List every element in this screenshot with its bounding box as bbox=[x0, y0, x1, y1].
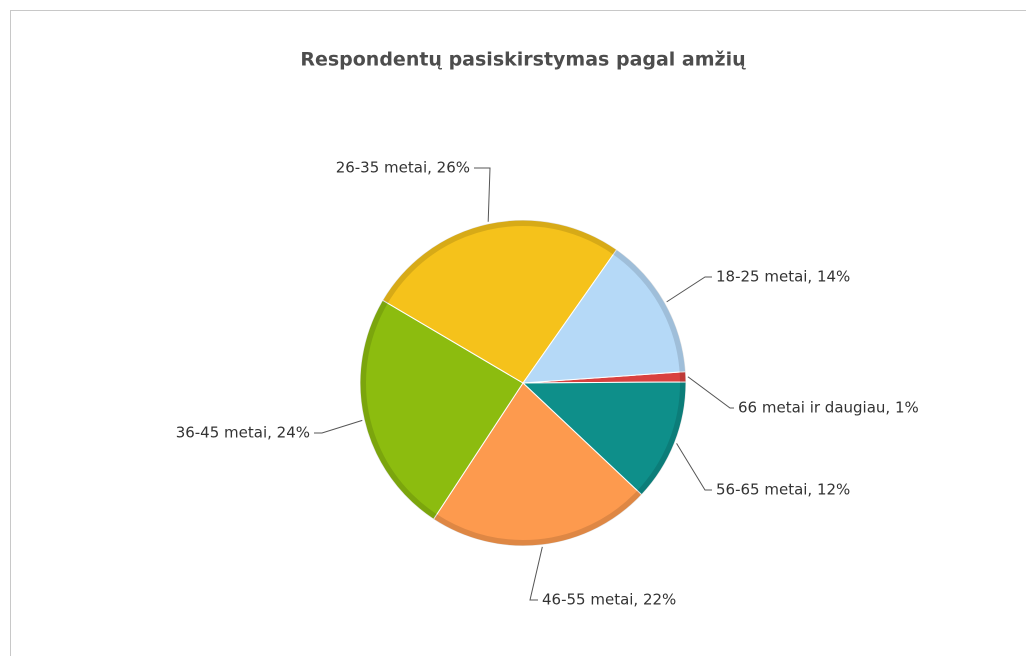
pie-slice bbox=[521, 248, 687, 384]
data-label: 56-65 metai, 12% bbox=[716, 481, 850, 499]
data-label: 66 metai ir daugiau, 1% bbox=[738, 399, 919, 417]
pie-slice bbox=[381, 219, 618, 384]
leader-line bbox=[314, 419, 363, 434]
pie bbox=[359, 219, 687, 547]
pie-slice bbox=[521, 381, 687, 496]
chart-title: Respondentų pasiskirstymas pagal amžių bbox=[300, 49, 746, 71]
data-label: 26-35 metai, 26% bbox=[336, 159, 470, 177]
pie-slice bbox=[432, 382, 643, 547]
leader-line bbox=[529, 546, 543, 601]
data-label: 18-25 metai, 14% bbox=[716, 268, 850, 286]
pie-slice bbox=[359, 299, 524, 520]
leader-line bbox=[474, 167, 491, 222]
leader-line bbox=[676, 443, 712, 491]
leader-line bbox=[666, 276, 712, 303]
leader-line bbox=[687, 376, 734, 409]
data-label: 46-55 metai, 22% bbox=[542, 591, 676, 609]
data-label: 36-45 metai, 24% bbox=[176, 424, 310, 442]
pie-rim bbox=[360, 220, 686, 546]
